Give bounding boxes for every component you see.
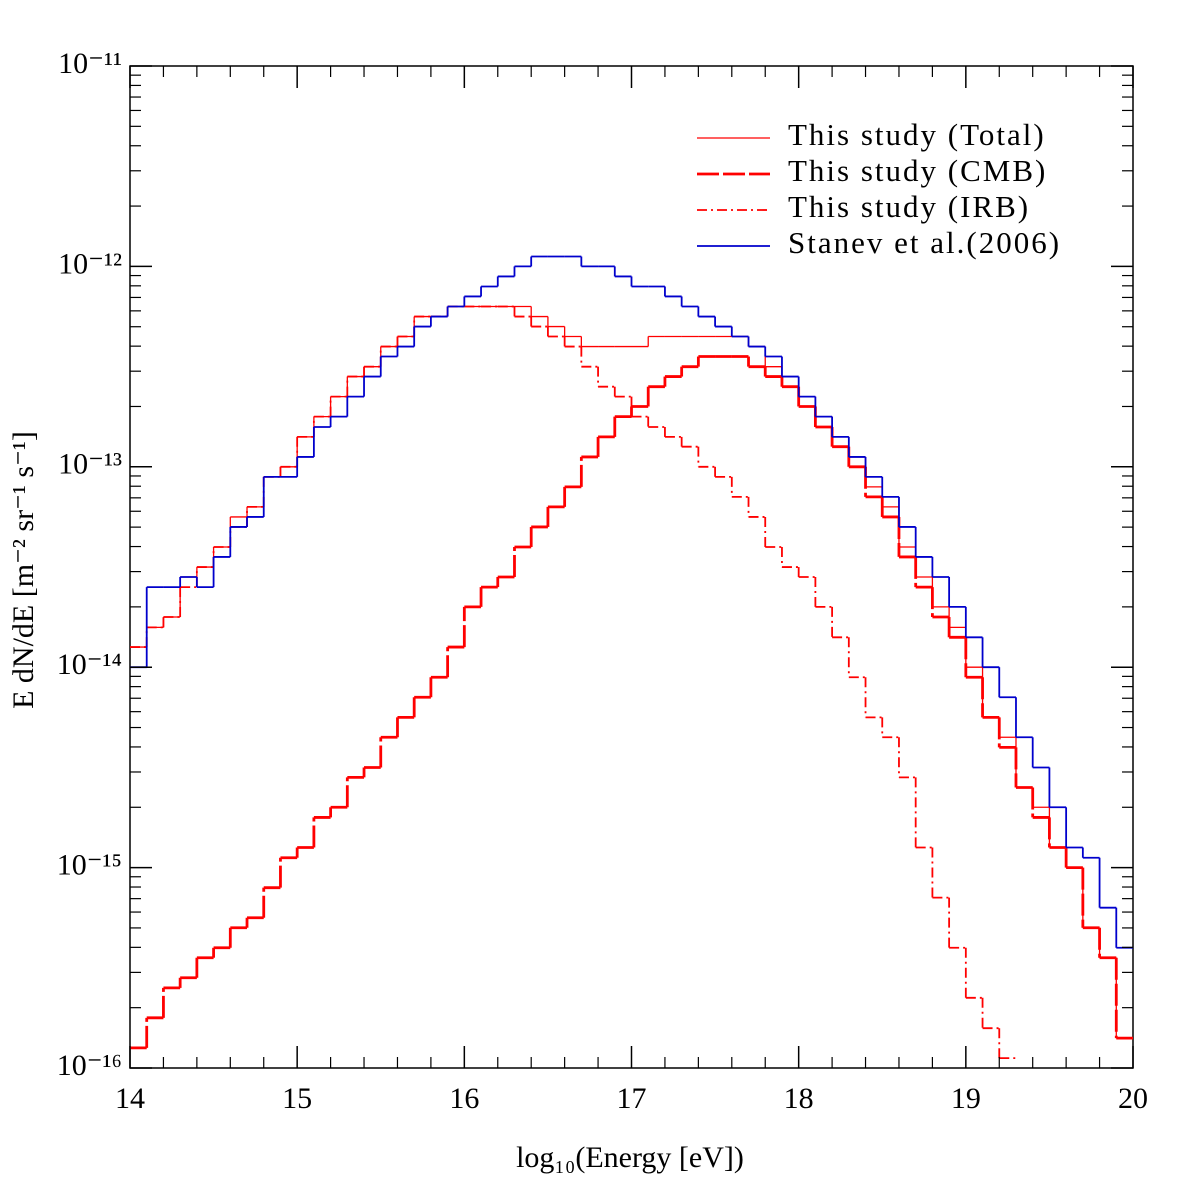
y-tick-label: 10⁻¹¹ [58, 47, 122, 80]
series [130, 355, 1133, 1050]
y-tick-label: 10⁻¹³ [58, 448, 122, 481]
y-tick-label: 10⁻¹⁵ [57, 848, 122, 881]
legend-label: Stanev et al.(2006) [788, 225, 1061, 260]
x-tick-label: 17 [617, 1082, 647, 1115]
y-tick-label: 10⁻¹⁶ [57, 1049, 122, 1082]
x-tick-label: 16 [449, 1082, 479, 1115]
x-tick-label: 14 [115, 1082, 145, 1115]
legend-label: This study (Total) [788, 117, 1046, 152]
x-tick-label: 20 [1118, 1082, 1148, 1115]
x-axis-label: log₁₀(Energy [eV]) [516, 1141, 744, 1174]
curves [130, 255, 1133, 1060]
legend-label: This study (IRB) [788, 189, 1030, 224]
legend-label: This study (CMB) [788, 153, 1047, 188]
x-tick-label: 18 [784, 1082, 814, 1115]
series [130, 305, 1016, 1060]
x-tick-label: 19 [951, 1082, 981, 1115]
y-axis-label: E dN/dE [m⁻² sr⁻¹ s⁻¹] [7, 431, 40, 709]
x-tick-label: 15 [282, 1082, 312, 1115]
y-tick-label: 10⁻¹² [58, 247, 122, 280]
series [130, 255, 1133, 949]
y-tick-label: 10⁻¹⁴ [57, 648, 122, 681]
